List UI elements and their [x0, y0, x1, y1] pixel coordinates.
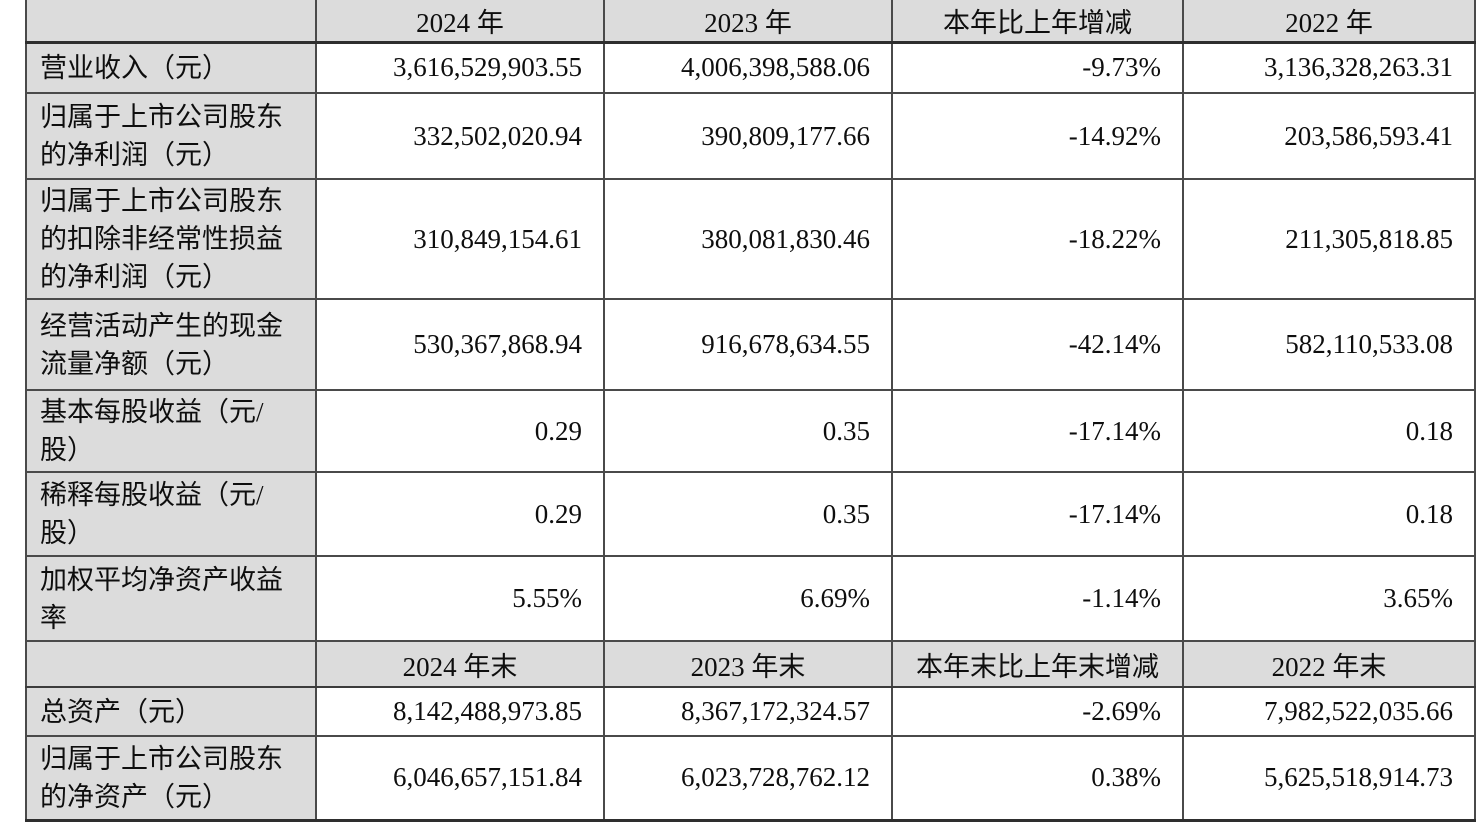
change-cell: -17.14%	[891, 389, 1184, 473]
value-cell: 3.65%	[1182, 555, 1476, 642]
value-cell: 0.29	[315, 471, 605, 557]
eoy-change-header: 本年末比上年末增减	[891, 640, 1184, 688]
change-cell: 0.38%	[891, 735, 1184, 822]
row-net-profit-excl-nonrecurring: 归属于上市公司股东的扣除非经常性损益的净利润（元） 310,849,154.61…	[25, 178, 1476, 300]
row-operating-revenue: 营业收入（元） 3,616,529,903.55 4,006,398,588.0…	[25, 41, 1476, 94]
value-cell: 6,023,728,762.12	[603, 735, 893, 822]
value-cell: 380,081,830.46	[603, 178, 893, 300]
change-cell: -14.92%	[891, 92, 1184, 180]
value-cell: 0.18	[1182, 471, 1476, 557]
yoy-change-header: 本年比上年增减	[891, 0, 1184, 44]
row-operating-cash-flow: 经营活动产生的现金流量净额（元） 530,367,868.94 916,678,…	[25, 298, 1476, 391]
change-cell: -2.69%	[891, 686, 1184, 737]
value-cell: 211,305,818.85	[1182, 178, 1476, 300]
metric-label-cell: 基本每股收益（元/股）	[25, 389, 317, 473]
value-cell: 0.35	[603, 471, 893, 557]
row-total-assets: 总资产（元） 8,142,488,973.85 8,367,172,324.57…	[25, 686, 1476, 737]
corner-cell	[25, 0, 317, 44]
annual-header-row: 2024 年 2023 年 本年比上年增减 2022 年	[25, 0, 1476, 44]
change-cell: -1.14%	[891, 555, 1184, 642]
value-cell: 310,849,154.61	[315, 178, 605, 300]
value-cell: 916,678,634.55	[603, 298, 893, 391]
value-cell: 4,006,398,588.06	[603, 41, 893, 94]
metric-label-cell: 归属于上市公司股东的净资产（元）	[25, 735, 317, 822]
metric-label-cell: 归属于上市公司股东的扣除非经常性损益的净利润（元）	[25, 178, 317, 300]
change-cell: -42.14%	[891, 298, 1184, 391]
financial-summary-table: 2024 年 2023 年 本年比上年增减 2022 年 营业收入（元） 3,6…	[25, 0, 1476, 822]
row-basic-eps: 基本每股收益（元/股） 0.29 0.35 -17.14% 0.18	[25, 389, 1476, 473]
value-cell: 8,142,488,973.85	[315, 686, 605, 737]
metric-label-cell: 加权平均净资产收益率	[25, 555, 317, 642]
change-cell: -9.73%	[891, 41, 1184, 94]
corner-cell	[25, 640, 317, 688]
value-cell: 203,586,593.41	[1182, 92, 1476, 180]
value-cell: 3,616,529,903.55	[315, 41, 605, 94]
metric-label-cell: 稀释每股收益（元/股）	[25, 471, 317, 557]
value-cell: 0.29	[315, 389, 605, 473]
value-cell: 5.55%	[315, 555, 605, 642]
row-diluted-eps: 稀释每股收益（元/股） 0.29 0.35 -17.14% 0.18	[25, 471, 1476, 557]
change-cell: -17.14%	[891, 471, 1184, 557]
metric-label-cell: 总资产（元）	[25, 686, 317, 737]
year-header-2024: 2024 年	[315, 0, 605, 44]
value-cell: 3,136,328,263.31	[1182, 41, 1476, 94]
value-cell: 390,809,177.66	[603, 92, 893, 180]
row-net-assets-attributable: 归属于上市公司股东的净资产（元） 6,046,657,151.84 6,023,…	[25, 735, 1476, 822]
eoy-header-2024: 2024 年末	[315, 640, 605, 688]
metric-label-cell: 归属于上市公司股东的净利润（元）	[25, 92, 317, 180]
eoy-header-2022: 2022 年末	[1182, 640, 1476, 688]
change-cell: -18.22%	[891, 178, 1184, 300]
eoy-header-row: 2024 年末 2023 年末 本年末比上年末增减 2022 年末	[25, 640, 1476, 688]
value-cell: 582,110,533.08	[1182, 298, 1476, 391]
year-header-2023: 2023 年	[603, 0, 893, 44]
value-cell: 5,625,518,914.73	[1182, 735, 1476, 822]
year-header-2022: 2022 年	[1182, 0, 1476, 44]
value-cell: 6,046,657,151.84	[315, 735, 605, 822]
value-cell: 332,502,020.94	[315, 92, 605, 180]
row-weighted-avg-roe: 加权平均净资产收益率 5.55% 6.69% -1.14% 3.65%	[25, 555, 1476, 642]
value-cell: 6.69%	[603, 555, 893, 642]
row-net-profit-attributable: 归属于上市公司股东的净利润（元） 332,502,020.94 390,809,…	[25, 92, 1476, 180]
metric-label-cell: 营业收入（元）	[25, 41, 317, 94]
value-cell: 7,982,522,035.66	[1182, 686, 1476, 737]
value-cell: 530,367,868.94	[315, 298, 605, 391]
value-cell: 0.18	[1182, 389, 1476, 473]
eoy-header-2023: 2023 年末	[603, 640, 893, 688]
metric-label-cell: 经营活动产生的现金流量净额（元）	[25, 298, 317, 391]
value-cell: 8,367,172,324.57	[603, 686, 893, 737]
value-cell: 0.35	[603, 389, 893, 473]
